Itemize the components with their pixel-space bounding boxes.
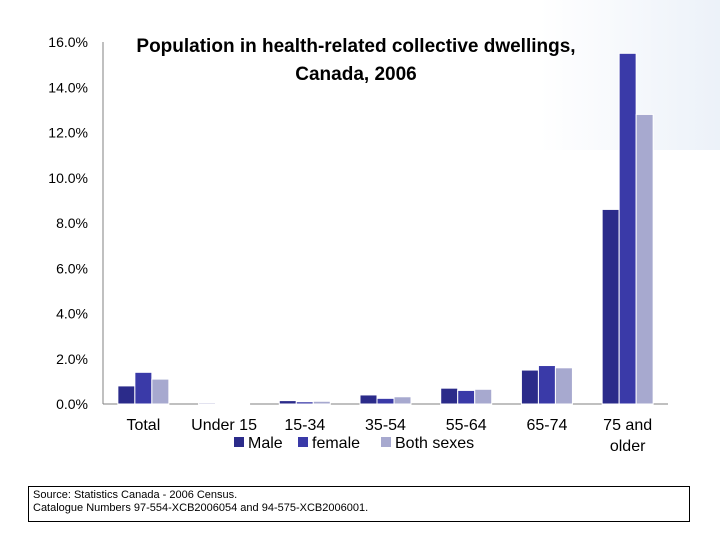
chart-title-line-2: Canada, 2006 xyxy=(295,64,416,85)
bar-both-sexes xyxy=(151,378,170,405)
bar-female xyxy=(618,52,637,405)
legend-label: Both sexes xyxy=(395,435,474,452)
x-tick-label: 15-34 xyxy=(284,417,325,434)
bar-male xyxy=(440,387,459,405)
bar-female xyxy=(457,389,476,405)
bar-both-sexes xyxy=(635,113,654,405)
legend-swatch xyxy=(298,437,308,447)
x-tick-label: 75 and xyxy=(603,417,652,434)
chart-title-line-1: Population in health-related collective … xyxy=(136,36,575,57)
legend: Male female Both sexes xyxy=(234,435,474,452)
x-tick-label: Under 15 xyxy=(191,417,257,434)
bar-both-sexes xyxy=(393,396,412,405)
legend-label: Male xyxy=(248,435,283,452)
source-note: Source: Statistics Canada - 2006 Census.… xyxy=(28,486,690,522)
bar-both-sexes xyxy=(312,400,331,405)
legend-swatch xyxy=(234,437,244,447)
bar-female xyxy=(376,397,395,405)
legend-label: female xyxy=(312,435,360,452)
x-tick-label: 55-64 xyxy=(446,417,487,434)
y-tick-label: 8.0% xyxy=(56,215,88,231)
bar-female xyxy=(537,365,556,405)
source-line-1: Source: Statistics Canada - 2006 Census. xyxy=(33,489,238,501)
y-tick-label: 10.0% xyxy=(48,170,88,186)
bar-both-sexes xyxy=(554,367,573,405)
bar-both-sexes xyxy=(474,388,493,405)
x-tick-label: older xyxy=(610,438,646,455)
bar-both-sexes xyxy=(232,402,251,405)
x-tick-label: 65-74 xyxy=(526,417,567,434)
bar-female xyxy=(295,401,314,405)
bar-male xyxy=(520,369,539,405)
bar-female xyxy=(134,371,153,405)
bar-male xyxy=(601,208,620,405)
y-tick-label: 2.0% xyxy=(56,351,88,367)
bar-male xyxy=(359,394,378,405)
y-tick-label: 0.0% xyxy=(56,396,88,412)
legend-swatch xyxy=(381,437,391,447)
bar-male xyxy=(198,402,217,405)
bar-male xyxy=(278,400,297,405)
y-tick-label: 4.0% xyxy=(56,306,88,322)
bars xyxy=(117,52,654,405)
x-tick-label: 35-54 xyxy=(365,417,406,434)
y-tick-label: 6.0% xyxy=(56,260,88,276)
source-line-2: Catalogue Numbers 97-554-XCB2006054 and … xyxy=(33,502,369,514)
chart-title: Population in health-related collective … xyxy=(136,36,575,85)
y-tick-label: 16.0% xyxy=(48,34,88,50)
y-tick-label: 12.0% xyxy=(48,125,88,141)
x-tick-label: Total xyxy=(126,417,160,434)
bar-male xyxy=(117,385,136,405)
y-tick-label: 14.0% xyxy=(48,79,88,95)
y-axis-ticks: 0.0% 2.0% 4.0% 6.0% 8.0% 10.0% 12.0% 14.0% 16.0% xyxy=(48,34,88,412)
bar-female xyxy=(215,402,234,405)
x-axis-labels: Total Under 15 15-34 35-54 55-64 65-74 75 and o… xyxy=(126,417,652,455)
